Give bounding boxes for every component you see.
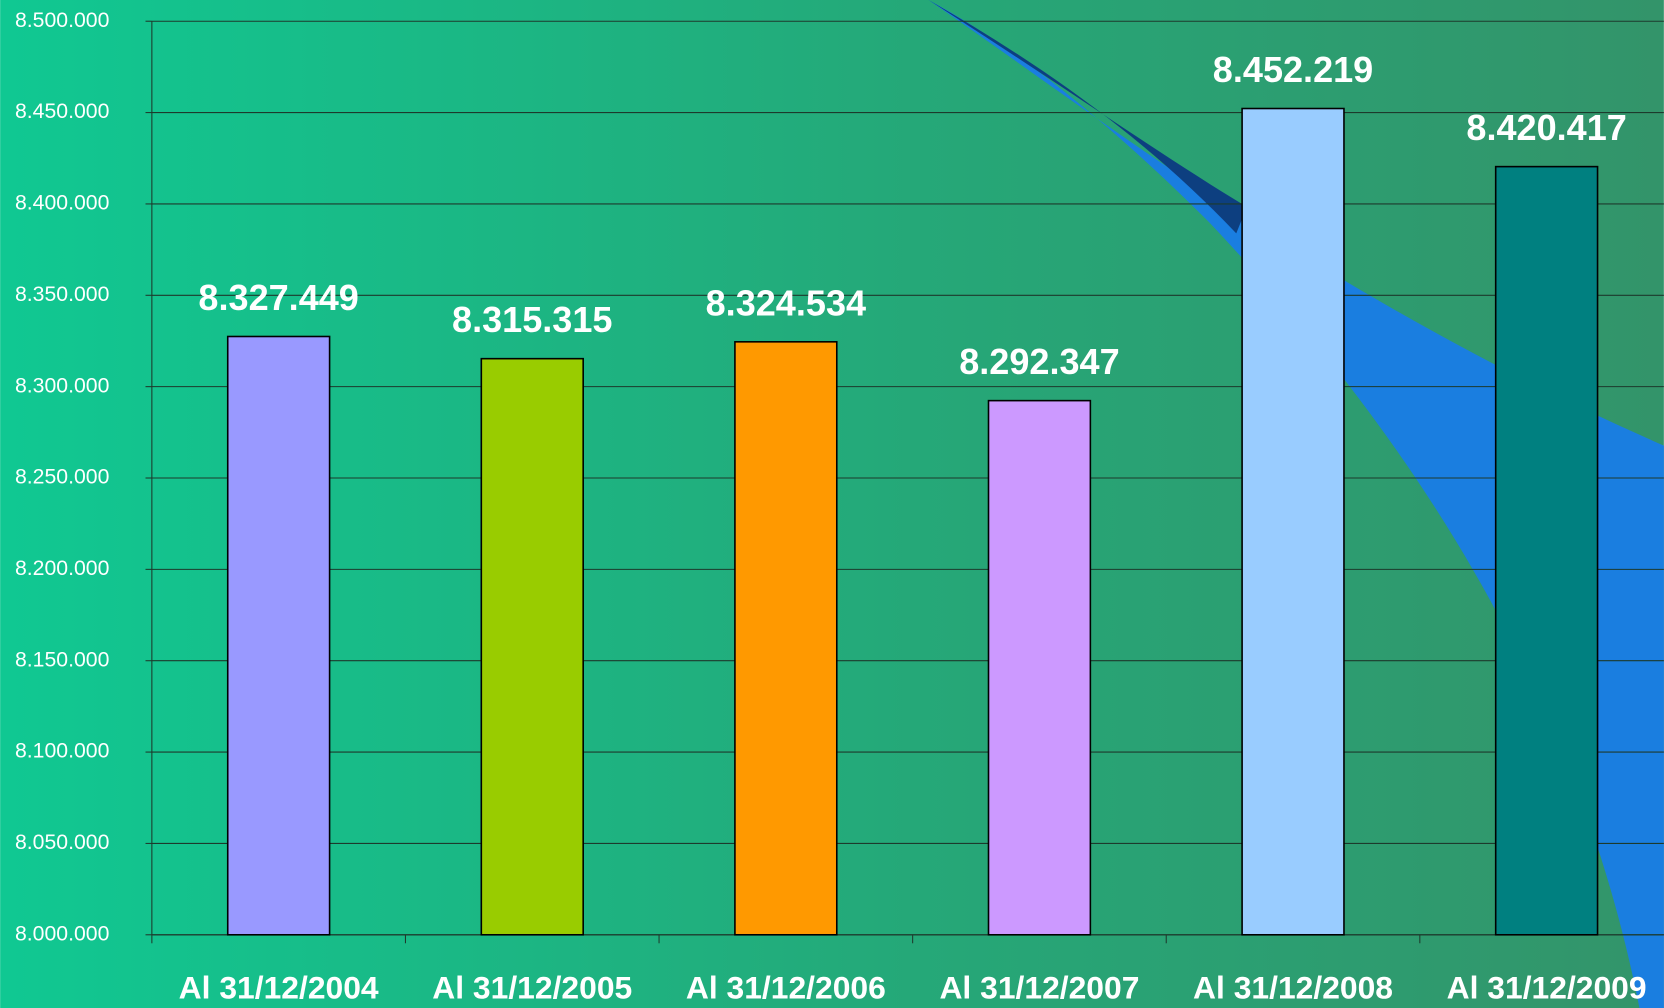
value-label: 8.420.417 [1466,107,1626,148]
x-tick-label: Al 31/12/2008 [1193,969,1393,1005]
x-tick-label: Al 31/12/2004 [179,969,379,1005]
x-tick-label: Al 31/12/2009 [1447,969,1647,1005]
value-label: 8.327.449 [198,277,358,318]
value-label: 8.292.347 [959,341,1119,382]
y-tick-label: 8.100.000 [15,740,109,763]
y-tick-label: 8.450.000 [15,100,109,123]
value-label: 8.324.534 [706,282,866,323]
bar [989,401,1091,935]
value-label: 8.452.219 [1213,49,1373,90]
y-tick-label: 8.400.000 [15,192,109,215]
y-tick-label: 8.350.000 [15,283,109,306]
y-tick-label: 8.000.000 [15,922,109,945]
y-tick-label: 8.200.000 [15,557,109,580]
chart: 8.000.000 8.050.000 8.100.000 8.150.000 8.20… [0,0,1664,1008]
bar [481,359,583,935]
bar [228,336,330,934]
x-tick-label: Al 31/12/2007 [939,969,1139,1005]
y-tick-label: 8.250.000 [15,466,109,489]
bar [735,342,837,935]
x-tick-label: Al 31/12/2006 [686,969,886,1005]
y-tick-label: 8.050.000 [15,831,109,854]
bar [1496,167,1598,935]
x-tick-label: Al 31/12/2005 [432,969,632,1005]
y-tick-label: 8.150.000 [15,648,109,671]
y-tick-label: 8.300.000 [15,374,109,397]
bar [1242,109,1344,935]
y-tick-label: 8.500.000 [15,9,109,32]
page: {"chart_data": { "type": "bar", "categor… [0,0,1664,1008]
value-label: 8.315.315 [452,299,612,340]
